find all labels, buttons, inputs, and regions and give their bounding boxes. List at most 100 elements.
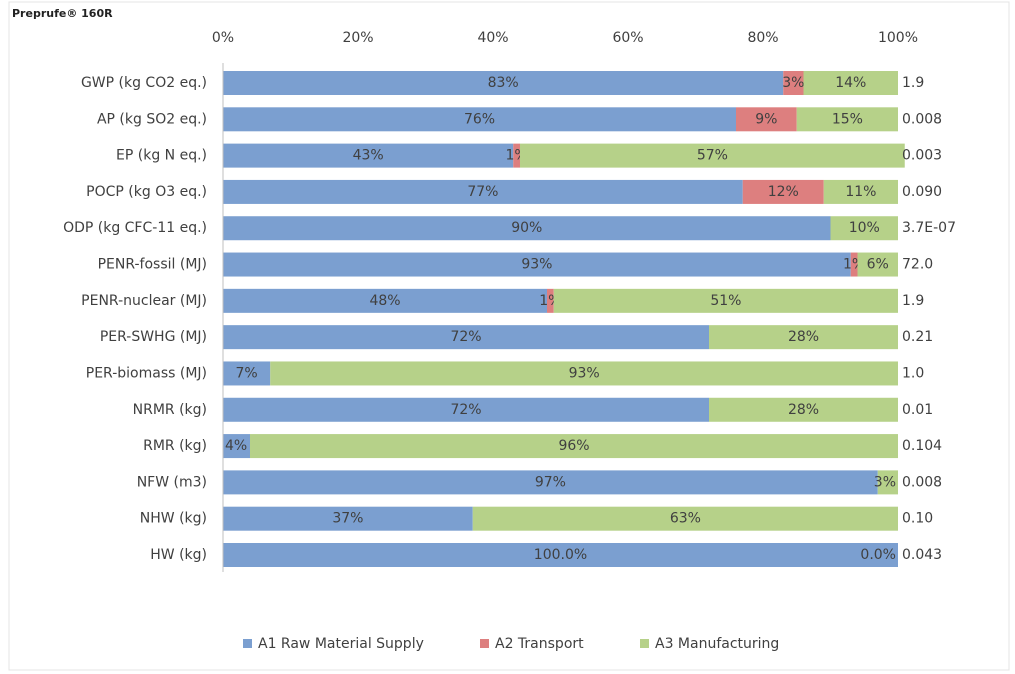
data-label: 9% xyxy=(755,111,777,127)
total-label: 0.008 xyxy=(902,111,942,127)
data-label: 10% xyxy=(849,220,880,236)
bar-segment xyxy=(850,252,858,277)
data-label: 97% xyxy=(535,474,566,490)
x-tick-label: 40% xyxy=(477,30,508,46)
data-label: 96% xyxy=(558,438,589,454)
bar-segment xyxy=(877,470,898,495)
y-tick-label: ODP (kg CFC-11 eq.) xyxy=(63,220,207,236)
bar-segment xyxy=(472,506,898,531)
data-label: 63% xyxy=(670,511,701,527)
bar-segment xyxy=(520,143,905,168)
bar-segment xyxy=(223,288,547,313)
y-tick-label: NHW (kg) xyxy=(140,511,207,527)
y-tick-label: HW (kg) xyxy=(150,547,207,563)
data-label: 3% xyxy=(782,75,804,91)
chart-title: Preprufe® 160R xyxy=(12,7,113,20)
total-label: 0.003 xyxy=(902,148,942,164)
bar-segment xyxy=(223,179,743,204)
x-tick-label: 80% xyxy=(747,30,778,46)
bar-segment xyxy=(250,434,898,459)
legend-label: A3 Manufacturing xyxy=(655,636,779,652)
bar-segment xyxy=(736,107,797,132)
total-label: 0.10 xyxy=(902,511,933,527)
y-tick-label: PER-SWHG (MJ) xyxy=(100,329,207,345)
total-label: 0.104 xyxy=(902,438,942,454)
y-tick-label: GWP (kg CO2 eq.) xyxy=(81,75,207,91)
bar-segment xyxy=(223,71,784,95)
total-label: 1.9 xyxy=(902,75,924,91)
total-label: 0.01 xyxy=(902,402,933,418)
bar-segment xyxy=(223,397,709,422)
bar-segment xyxy=(223,543,898,567)
bar-segment xyxy=(223,506,473,531)
total-label: 72.0 xyxy=(902,257,933,273)
data-label: 12% xyxy=(768,184,799,200)
data-label: 0.0% xyxy=(860,547,896,563)
data-label: 43% xyxy=(353,148,384,164)
y-tick-label: AP (kg SO2 eq.) xyxy=(97,111,207,127)
total-label: 0.090 xyxy=(902,184,942,200)
y-tick-label: PENR-fossil (MJ) xyxy=(98,257,207,273)
data-label: 93% xyxy=(569,365,600,381)
legend-swatch xyxy=(243,639,252,648)
data-label: 14% xyxy=(835,75,866,91)
legend-swatch xyxy=(640,639,649,648)
data-label: 6% xyxy=(867,257,889,273)
total-label: 3.7E-07 xyxy=(902,220,956,236)
data-label: 7% xyxy=(236,365,258,381)
bar-segment xyxy=(783,71,804,95)
data-label: 93% xyxy=(521,257,552,273)
data-label: 3% xyxy=(874,474,896,490)
bar-segment xyxy=(553,288,898,313)
x-tick-label: 20% xyxy=(342,30,373,46)
bar-segment xyxy=(513,143,520,168)
y-tick-label: POCP (kg O3 eq.) xyxy=(86,184,207,200)
data-label: 77% xyxy=(467,184,498,200)
bar-segment xyxy=(857,252,898,277)
data-label: 11% xyxy=(845,184,876,200)
data-label: 57% xyxy=(697,148,728,164)
legend-label: A2 Transport xyxy=(495,636,584,652)
bar-segment xyxy=(742,179,824,204)
data-label: 100.0% xyxy=(534,547,587,563)
bar-segment xyxy=(796,107,898,132)
data-label: 28% xyxy=(788,402,819,418)
total-label: 0.043 xyxy=(902,547,942,563)
chart-border xyxy=(8,1,1010,671)
total-label: 1.0 xyxy=(902,365,924,381)
total-label: 0.21 xyxy=(902,329,933,345)
bar-segment xyxy=(823,179,898,204)
y-tick-label: NRMR (kg) xyxy=(133,402,207,418)
bar-segment xyxy=(223,107,736,132)
data-label: 4% xyxy=(225,438,247,454)
legend-swatch xyxy=(480,639,489,648)
data-label: 72% xyxy=(450,402,481,418)
data-label: 76% xyxy=(464,111,495,127)
bar-segment xyxy=(223,252,851,277)
bar-segment xyxy=(223,434,250,459)
y-tick-label: RMR (kg) xyxy=(143,438,207,454)
data-label: 37% xyxy=(332,511,363,527)
bar-segment xyxy=(270,361,898,386)
data-label: 15% xyxy=(832,111,863,127)
y-tick-label: PENR-nuclear (MJ) xyxy=(81,293,207,309)
total-label: 1.9 xyxy=(902,293,924,309)
bar-segment xyxy=(830,216,898,241)
data-label: 51% xyxy=(710,293,741,309)
data-label: 48% xyxy=(369,293,400,309)
total-label: 0.008 xyxy=(902,474,942,490)
bar-segment xyxy=(223,143,514,168)
bar-segment xyxy=(547,288,554,313)
bar-segment xyxy=(223,216,831,241)
bar-segment xyxy=(223,325,709,350)
bar-segment xyxy=(223,470,878,495)
data-label: 72% xyxy=(450,329,481,345)
x-tick-label: 0% xyxy=(212,30,234,46)
data-label: 90% xyxy=(511,220,542,236)
legend-label: A1 Raw Material Supply xyxy=(258,636,424,652)
y-tick-label: PER-biomass (MJ) xyxy=(86,365,207,381)
bar-segment xyxy=(709,325,898,350)
bar-segment xyxy=(223,361,271,386)
y-tick-label: NFW (m3) xyxy=(137,474,207,490)
